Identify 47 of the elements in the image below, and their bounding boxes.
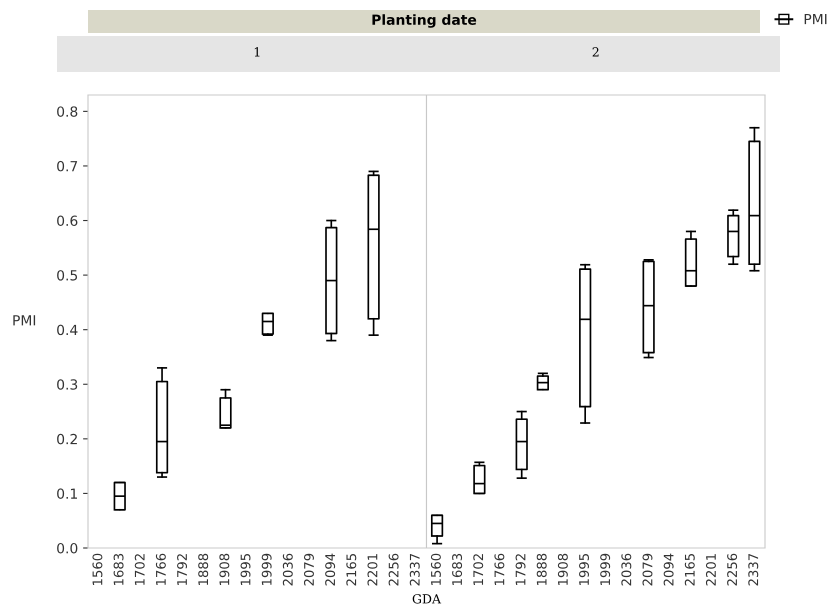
x-tick-label: 1792 <box>177 554 188 585</box>
x-tick-label: 1766 <box>156 554 166 585</box>
y-axis-title: PMI <box>13 315 36 326</box>
x-tick-label: 2094 <box>664 554 674 586</box>
y-tick-label: 0.2 <box>57 434 77 444</box>
x-tick-label: 1683 <box>114 554 124 585</box>
y-tick-label: 0.3 <box>57 379 78 390</box>
chart-title: 2 <box>592 47 598 56</box>
text: Planting date <box>372 14 476 28</box>
y-tick-label: 0.7 <box>57 160 78 172</box>
x-tick-label: 2079 <box>304 554 314 586</box>
x-tick-label: 1888 <box>536 554 547 585</box>
x-tick-label: 2337 <box>410 554 420 586</box>
x-tick-label: 2256 <box>388 554 399 586</box>
x-tick-label: 2201 <box>706 554 716 586</box>
legend-label: PMI <box>804 14 826 24</box>
x-tick-label: 1702 <box>134 554 145 585</box>
x-tick-label: 1683 <box>452 554 462 585</box>
x-tick-label: 2201 <box>367 554 378 586</box>
x-tick-label: 2165 <box>346 554 356 586</box>
x-tick-label: 2337 <box>748 554 758 586</box>
x-tick-label: 2079 <box>642 554 652 586</box>
x-tick-label: 1560 <box>430 554 441 585</box>
y-tick-label: 0.8 <box>57 106 78 117</box>
x-tick-label: 2036 <box>282 554 293 586</box>
x-axis-title: GDA <box>412 594 442 604</box>
x-tick-label: 1888 <box>198 554 208 585</box>
x-tick-label: 2165 <box>684 554 695 586</box>
y-tick-label: 0.1 <box>57 488 77 499</box>
x-tick-label: 1766 <box>494 554 504 585</box>
y-tick-label: 0.6 <box>57 216 78 226</box>
x-tick-label: 2094 <box>325 554 336 586</box>
x-tick-label: 2256 <box>727 554 738 586</box>
x-tick-label: 1995 <box>579 554 589 585</box>
x-tick-label: 1999 <box>600 554 610 585</box>
y-tick-label: 0.0 <box>57 542 78 554</box>
y-tick-label: 0.4 <box>57 324 78 336</box>
x-tick-label: 1792 <box>516 554 526 585</box>
x-tick-label: 1995 <box>240 554 250 585</box>
x-tick-label: 2036 <box>621 554 632 586</box>
x-tick-label: 1908 <box>558 554 568 585</box>
x-tick-label: 1999 <box>262 554 272 585</box>
y-tick-label: 0.5 <box>57 270 78 281</box>
x-tick-label: 1908 <box>219 554 230 585</box>
chart-title: 1 <box>254 47 260 56</box>
x-tick-label: 1560 <box>92 554 102 585</box>
x-tick-label: 1702 <box>473 554 484 585</box>
